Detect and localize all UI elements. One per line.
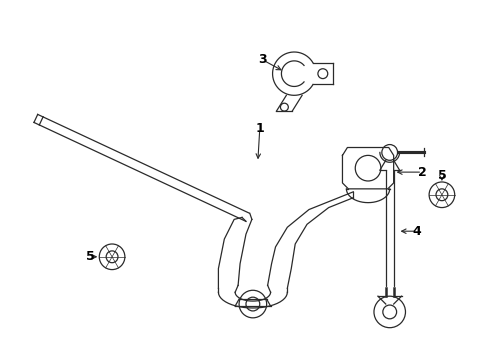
Text: 1: 1 — [255, 122, 264, 135]
Text: 2: 2 — [417, 166, 426, 179]
Text: 5: 5 — [86, 250, 95, 263]
Text: 4: 4 — [412, 225, 421, 238]
Text: 5: 5 — [437, 168, 446, 181]
Text: 3: 3 — [258, 53, 266, 66]
